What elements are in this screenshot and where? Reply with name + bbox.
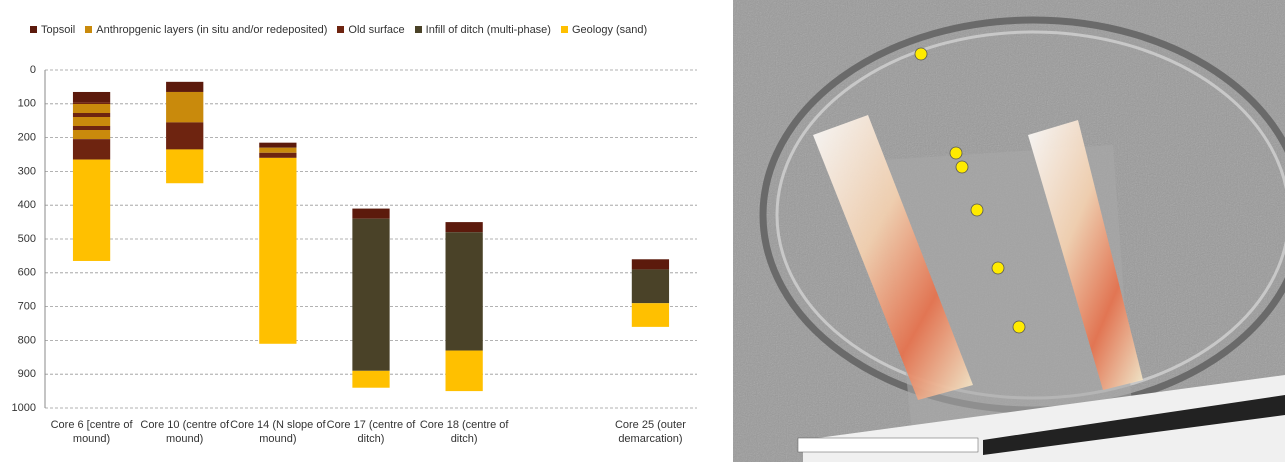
bar-segment xyxy=(446,351,483,392)
y-tick-label: 600 xyxy=(18,267,36,279)
y-tick-label: 100 xyxy=(18,98,36,110)
bar-segment xyxy=(166,82,203,92)
bar-segment xyxy=(259,153,296,158)
bar-segment xyxy=(166,149,203,183)
page: TopsoilAnthropgenic layers (in situ and/… xyxy=(0,0,1285,462)
core-marker xyxy=(950,147,962,159)
x-tick-label: Core 25 (outer demarcation) xyxy=(602,418,698,446)
bar-segment xyxy=(446,232,483,350)
bar-segment xyxy=(352,209,389,219)
y-tick-label: 0 xyxy=(30,64,36,76)
y-tick-label: 300 xyxy=(18,165,36,177)
bar-segment xyxy=(446,222,483,232)
bar-segment xyxy=(632,269,669,303)
x-tick-label: Core 14 (N slope of mound) xyxy=(230,418,326,446)
core-marker xyxy=(956,161,968,173)
bar-segment xyxy=(352,371,389,388)
y-tick-label: 900 xyxy=(18,368,36,380)
y-tick-label: 800 xyxy=(18,334,36,346)
y-tick-label: 1000 xyxy=(12,402,36,414)
chart: 0 100 200 300 400 500 600 700 800 900 1000 xyxy=(0,0,733,462)
bar-segment xyxy=(259,158,296,344)
bar-segment xyxy=(632,259,669,269)
scale-bar xyxy=(798,438,978,452)
bar-segment xyxy=(73,102,110,139)
y-tick-label: 400 xyxy=(18,199,36,211)
bar-segment xyxy=(166,122,203,149)
y-tick-label: 700 xyxy=(18,301,36,313)
bar-segment xyxy=(632,303,669,327)
core-marker xyxy=(915,48,927,60)
core-marker xyxy=(971,204,983,216)
y-tick-label: 200 xyxy=(18,132,36,144)
core-marker xyxy=(992,262,1004,274)
y-tick-label: 500 xyxy=(18,233,36,245)
bar-segment xyxy=(259,143,296,148)
x-tick-label: Core 17 (centre of ditch) xyxy=(323,418,419,446)
x-tick-label: Core 18 (centre of ditch) xyxy=(416,418,512,446)
bar-segment xyxy=(73,92,110,102)
x-tick-label: Core 10 (centre of mound) xyxy=(137,418,233,446)
x-tick-label: Core 6 [centre of mound) xyxy=(44,418,140,446)
bar-segment xyxy=(166,92,203,122)
bar-segment xyxy=(352,219,389,371)
bar-segment xyxy=(259,148,296,153)
core-marker xyxy=(1013,321,1025,333)
bar-segment xyxy=(73,139,110,159)
survey-map xyxy=(733,0,1285,462)
bar-segment xyxy=(73,160,110,261)
